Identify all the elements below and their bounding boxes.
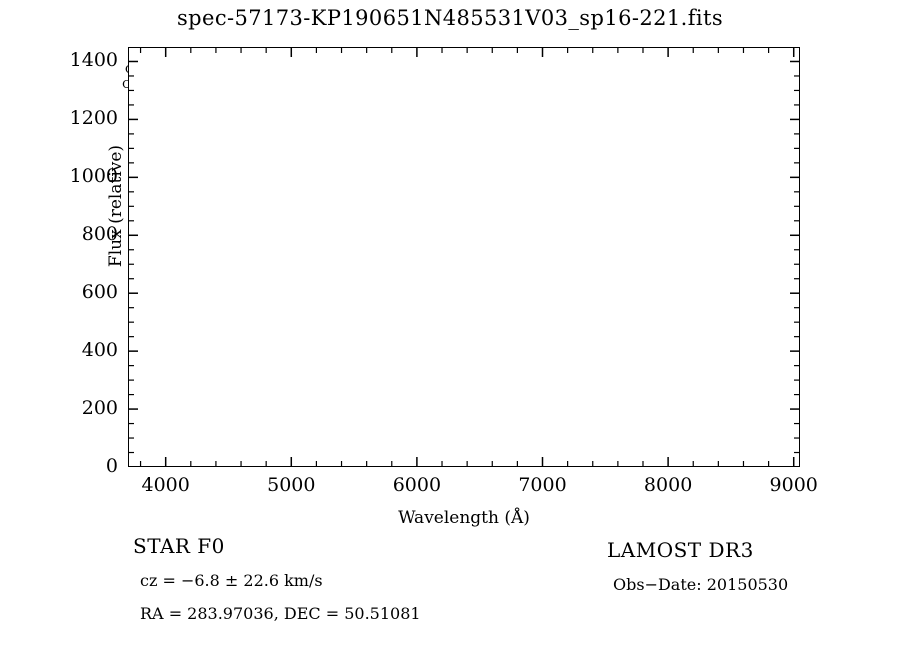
- coordinates: RA = 283.97036, DEC = 50.51081: [140, 604, 421, 623]
- page-title: spec-57173-KP190651N485531V03_sp16-221.f…: [176, 6, 723, 30]
- redshift-velocity: cz = −6.8 ± 22.6 km/s: [140, 571, 323, 590]
- x-tick-label: 9000: [769, 474, 818, 496]
- y-tick-label: 400: [81, 339, 118, 362]
- x-tick-label: 6000: [392, 474, 442, 496]
- y-tick-label: 1200: [69, 107, 118, 130]
- object-classification: STAR F0: [133, 534, 225, 558]
- survey-name: LAMOST DR3: [607, 538, 754, 562]
- x-tick-label: 5000: [267, 474, 316, 496]
- plot-area: [128, 47, 800, 467]
- y-tick-label: 0: [105, 455, 118, 477]
- plot-frame: [128, 47, 800, 467]
- y-tick-label: 800: [81, 223, 118, 246]
- x-tick-label: 7000: [518, 474, 567, 496]
- y-tick-label: 1000: [69, 165, 118, 188]
- y-tick-label: 200: [81, 397, 118, 420]
- x-axis-title: Wavelength (Å): [398, 508, 530, 528]
- axis-ticks: [128, 47, 800, 467]
- x-tick-label: 4000: [141, 474, 190, 496]
- y-tick-label: 1400: [69, 49, 118, 72]
- observation-date: Obs−Date: 20150530: [613, 575, 789, 594]
- x-tick-label: 8000: [643, 474, 693, 496]
- y-tick-label: 600: [81, 281, 118, 304]
